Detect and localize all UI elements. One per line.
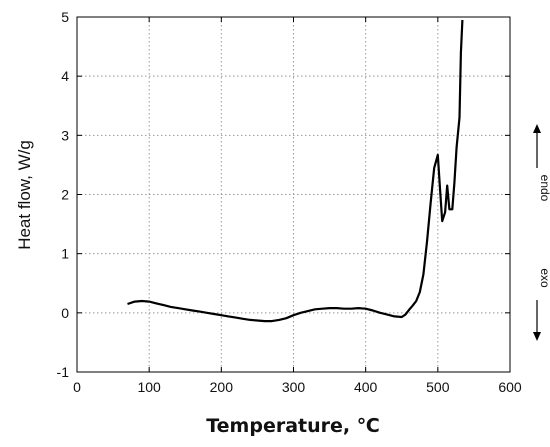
y-tick-label: 5: [61, 9, 69, 25]
plot-frame: [76, 16, 511, 373]
grid: [77, 17, 510, 372]
endo-exo-indicator: endo exo: [533, 124, 550, 341]
y-axis-label: Heat flow, W/g: [15, 140, 34, 250]
y-tick-label: 4: [61, 68, 69, 84]
exo-arrow-head: [533, 332, 541, 341]
x-tick-label: 0: [73, 379, 81, 395]
y-tick-label: 2: [61, 187, 69, 203]
x-tick-label: 400: [354, 379, 378, 395]
endo-label: endo: [538, 175, 550, 202]
x-tick-label: 300: [282, 379, 306, 395]
y-tick-label: 1: [61, 246, 69, 262]
x-axis-label: Temperature, ℃: [206, 415, 380, 437]
endo-arrow-head: [533, 124, 541, 133]
y-tick-label: -1: [57, 364, 70, 380]
y-axis-ticks: -1 0 1 2 3 4 5: [57, 9, 510, 380]
x-axis-ticks: 0 100 200 300 400 500 600: [73, 17, 522, 395]
x-tick-label: 100: [137, 379, 161, 395]
series-line-heat-flow: [127, 19, 464, 323]
x-tick-label: 600: [498, 379, 522, 395]
x-tick-label: 500: [426, 379, 450, 395]
y-tick-label: 3: [61, 127, 69, 143]
exo-label: exo: [538, 268, 550, 288]
x-tick-label: 200: [210, 379, 234, 395]
y-tick-label: 0: [61, 305, 69, 321]
